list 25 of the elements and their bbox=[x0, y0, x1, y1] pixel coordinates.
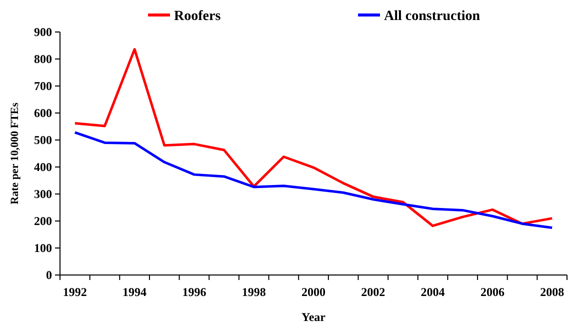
legend-label: All construction bbox=[384, 8, 480, 24]
y-tick-label: 100 bbox=[34, 241, 52, 256]
y-tick-label: 500 bbox=[34, 133, 52, 148]
line-series bbox=[74, 131, 554, 229]
x-tick-label: 2004 bbox=[420, 285, 445, 299]
y-tick-label: 700 bbox=[34, 79, 52, 94]
y-tick-label: 900 bbox=[34, 25, 52, 40]
y-tick-label: 300 bbox=[34, 187, 52, 202]
x-tick-label: 2008 bbox=[540, 285, 564, 299]
x-tick-label: 2006 bbox=[480, 285, 504, 299]
y-tick-label: 400 bbox=[34, 160, 52, 174]
line-series bbox=[74, 48, 554, 228]
x-tick-label: 1998 bbox=[242, 285, 266, 299]
x-tick-label: 1996 bbox=[182, 285, 206, 299]
x-tick-label: 1994 bbox=[122, 285, 147, 299]
legend-label: Roofers bbox=[174, 8, 222, 24]
y-tick-label: 600 bbox=[34, 106, 52, 120]
x-axis-title: Year bbox=[302, 310, 326, 324]
y-tick-label: 0 bbox=[46, 268, 52, 282]
y-axis-title: Rate per 10,000 FTEs bbox=[9, 102, 21, 204]
y-tick-label: 800 bbox=[34, 52, 52, 66]
x-tick-label: 2002 bbox=[361, 285, 386, 299]
x-tick-label: 1992 bbox=[62, 285, 87, 299]
y-tick-label: 200 bbox=[34, 214, 52, 228]
x-tick-label: 2000 bbox=[302, 285, 326, 299]
